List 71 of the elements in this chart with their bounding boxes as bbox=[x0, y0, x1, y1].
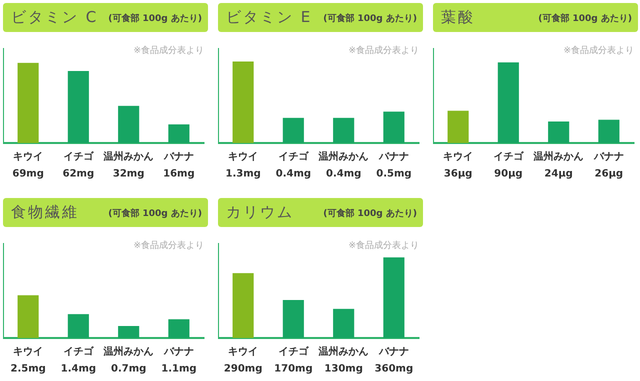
data-label: 62mg bbox=[62, 168, 94, 180]
chart-subtitle: (可食部 100g あたり) bbox=[538, 12, 632, 25]
chart-subtitle: (可食部 100g あたり) bbox=[108, 12, 202, 25]
data-label: 0.4mg bbox=[276, 168, 312, 180]
x-tick-label: 温州みかん bbox=[102, 150, 154, 163]
bar bbox=[448, 110, 469, 143]
bar bbox=[18, 295, 39, 338]
bar bbox=[232, 273, 254, 338]
chart-subtitle: (可食部 100g あたり) bbox=[323, 12, 417, 25]
x-tick-label: バナナ bbox=[378, 346, 409, 358]
x-tick-label: イチゴ bbox=[493, 150, 524, 163]
data-label: 130mg bbox=[324, 364, 363, 375]
bar bbox=[68, 71, 89, 143]
data-label: 0.4mg bbox=[326, 168, 362, 180]
chart-title: ビタミン C bbox=[11, 8, 98, 27]
chart-subtitle: (可食部 100g あたり) bbox=[323, 207, 417, 220]
data-label: 26μg bbox=[594, 168, 624, 180]
bar bbox=[282, 300, 304, 338]
x-tick-label: 温州みかん bbox=[102, 346, 154, 358]
data-label: 1.3mg bbox=[225, 168, 261, 180]
data-label: 24μg bbox=[544, 168, 573, 180]
chart-title: 食物繊維 bbox=[11, 203, 79, 222]
x-tick-label: バナナ bbox=[592, 152, 624, 163]
annotation: ※食品成分表より bbox=[563, 44, 634, 57]
data-label: 1.4mg bbox=[60, 364, 96, 375]
data-label: 0.7mg bbox=[110, 364, 146, 375]
chart-title: ビタミン E bbox=[226, 8, 312, 27]
bar bbox=[168, 124, 190, 143]
x-tick-label: バナナ bbox=[162, 346, 194, 358]
x-tick-label: バナナ bbox=[162, 152, 194, 163]
bar bbox=[333, 308, 354, 338]
bar bbox=[598, 120, 620, 143]
chart-title: 葉酸 bbox=[441, 8, 475, 27]
data-label: 16mg bbox=[163, 168, 195, 180]
x-tick-label: 温州みかん bbox=[318, 346, 369, 358]
data-label: 0.5mg bbox=[376, 168, 412, 180]
data-label: 1.1mg bbox=[161, 364, 197, 375]
annotation: ※食品成分表より bbox=[348, 44, 419, 57]
data-label: 36μg bbox=[444, 168, 472, 180]
data-label: 32mg bbox=[112, 168, 144, 180]
x-tick-label: キウイ bbox=[13, 152, 44, 163]
x-tick-label: 温州みかん bbox=[532, 150, 584, 163]
bar bbox=[383, 257, 404, 338]
annotation: ※食品成分表より bbox=[348, 240, 419, 252]
data-label: 69mg bbox=[12, 168, 44, 180]
x-tick-label: 温州みかん bbox=[318, 150, 369, 163]
data-label: 2.5mg bbox=[10, 364, 46, 375]
bar bbox=[548, 122, 570, 143]
chart-subtitle: (可食部 100g あたり) bbox=[108, 207, 202, 220]
bar bbox=[68, 314, 89, 338]
x-tick-label: バナナ bbox=[378, 152, 409, 163]
bar bbox=[18, 62, 39, 143]
bar bbox=[118, 106, 140, 143]
data-label: 90μg bbox=[494, 168, 523, 180]
data-label: 170mg bbox=[274, 364, 313, 375]
data-label: 290mg bbox=[224, 364, 262, 375]
data-label: 360mg bbox=[374, 364, 414, 375]
x-tick-label: キウイ bbox=[228, 346, 258, 358]
x-tick-label: イチゴ bbox=[63, 150, 94, 163]
annotation: ※食品成分表より bbox=[133, 44, 204, 57]
x-tick-label: イチゴ bbox=[278, 150, 310, 163]
x-tick-label: キウイ bbox=[228, 152, 258, 163]
chart-title: カリウム bbox=[226, 203, 294, 222]
x-tick-label: イチゴ bbox=[278, 346, 310, 358]
bar bbox=[168, 319, 190, 338]
x-tick-label: キウイ bbox=[13, 346, 44, 358]
x-tick-label: キウイ bbox=[443, 152, 474, 163]
x-tick-label: イチゴ bbox=[63, 346, 94, 358]
annotation: ※食品成分表より bbox=[133, 240, 204, 252]
bar bbox=[118, 326, 140, 338]
bar bbox=[498, 62, 519, 143]
